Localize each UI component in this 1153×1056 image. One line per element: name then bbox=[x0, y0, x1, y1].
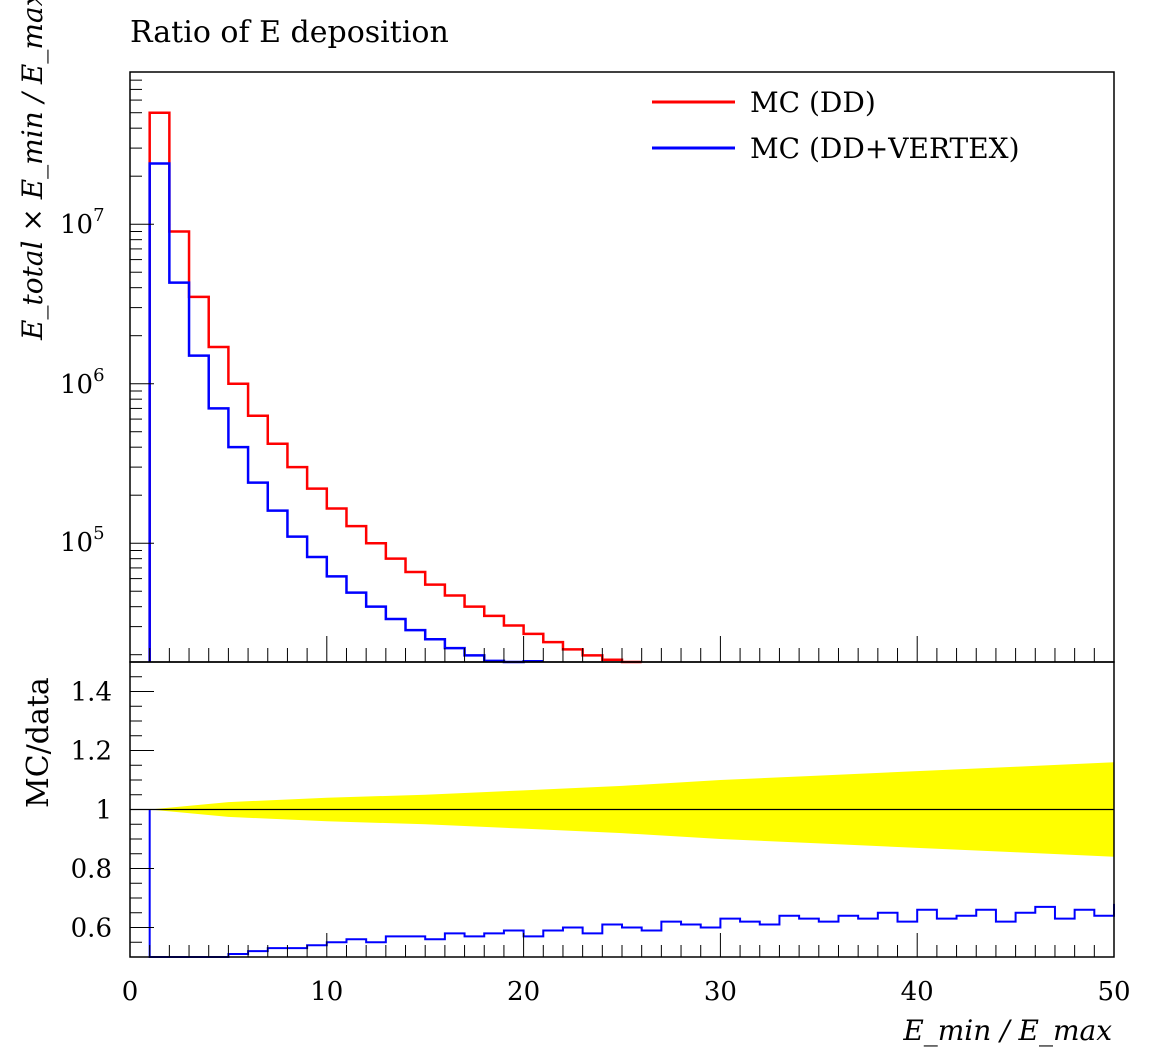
y-tick-label-1e7: 107 bbox=[60, 205, 105, 240]
bottom-pad: 0 10 20 30 40 50 0.6 0.8 1 1.2 1.4 MC/data E_min /… bbox=[21, 661, 1131, 1047]
y-tick-label-1e5: 105 bbox=[60, 523, 105, 558]
legend: MC (DD) MC (DD+VERTEX) bbox=[652, 86, 1020, 165]
y-axis-label-top: E_total × E_min / E_max bbox=[16, 0, 49, 341]
x-tick-label-30: 30 bbox=[704, 977, 737, 1007]
chart-title: Ratio of E deposition bbox=[130, 15, 449, 50]
x-tick-label-50: 50 bbox=[1097, 977, 1130, 1007]
y-axis-label-bottom: MC/data bbox=[21, 677, 56, 808]
top-pad: 105 106 107 E_total × E_min / E_max MC (… bbox=[16, 0, 1115, 664]
y-tick-label-bottom-1.4: 1.4 bbox=[71, 678, 112, 708]
y-tick-label-bottom-0.8: 0.8 bbox=[71, 855, 112, 885]
y-tick-label-bottom-0.6: 0.6 bbox=[71, 914, 112, 944]
x-tick-label-0: 0 bbox=[122, 977, 139, 1007]
x-axis-label: E_min / E_max bbox=[902, 1014, 1112, 1047]
legend-label-mc-dd-vertex: MC (DD+VERTEX) bbox=[750, 132, 1020, 165]
y-tick-label-bottom-1.2: 1.2 bbox=[71, 737, 112, 767]
y-tick-label-1e6: 106 bbox=[60, 365, 105, 400]
legend-label-mc-dd: MC (DD) bbox=[750, 86, 876, 119]
x-tick-label-20: 20 bbox=[507, 977, 540, 1007]
y-tick-label-bottom-1: 1 bbox=[95, 796, 112, 826]
series-line-top-1 bbox=[148, 162, 544, 664]
x-tick-label-10: 10 bbox=[310, 977, 343, 1007]
x-tick-label-40: 40 bbox=[901, 977, 934, 1007]
series-line-top-0 bbox=[148, 111, 642, 664]
